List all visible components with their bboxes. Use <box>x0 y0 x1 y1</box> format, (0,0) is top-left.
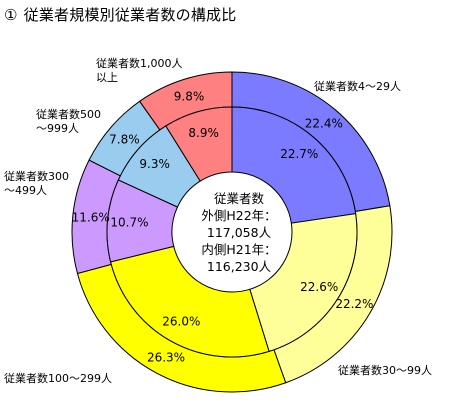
inner-label-100-299: 26.0% <box>162 315 200 329</box>
chart-title: ① 従業者規模別従業者数の構成比 <box>4 4 236 25</box>
category-label-500-999: 従業者数500 ～999人 <box>36 108 101 136</box>
inner-label-1000-plus: 8.9% <box>188 126 219 140</box>
category-label-30-99: 従業者数30～99人 <box>338 364 432 377</box>
category-label-1000-line1: 従業者数1,000人 <box>96 57 183 70</box>
category-label-4-29: 従業者数4～29人 <box>314 80 401 93</box>
inner-label-4-29: 22.7% <box>280 147 318 161</box>
inner-slice-4-29 <box>231 106 357 224</box>
center-line-1: 従業者数 <box>213 191 264 206</box>
title-number: ① <box>4 6 18 24</box>
category-label-500-line1: 従業者数500 <box>36 108 101 121</box>
category-label-300-line2: ～499人 <box>4 184 47 197</box>
inner-label-300-499: 10.7% <box>110 215 148 229</box>
category-label-1000-plus: 従業者数1,000人 以上 <box>96 57 183 85</box>
title-text: 従業者規模別従業者数の構成比 <box>23 6 237 24</box>
outer-label-500-999: 7.8% <box>109 132 140 146</box>
inner-slice-1000-plus <box>165 106 233 182</box>
center-line-2: 外側H22年： <box>201 208 277 223</box>
inner-label-30-99: 22.6% <box>300 280 338 294</box>
category-label-1000-line2: 以上 <box>96 71 118 84</box>
center-label: 従業者数 外側H22年： 117,058人 内側H21年： 116,230人 <box>184 190 294 275</box>
center-line-3: 117,058人 <box>206 225 272 240</box>
center-line-5: 116,230人 <box>206 259 272 274</box>
category-label-500-line2: ～999人 <box>36 122 79 135</box>
outer-label-1000-plus: 9.8% <box>174 90 205 104</box>
outer-label-100-299: 26.3% <box>147 351 185 365</box>
outer-label-4-29: 22.4% <box>305 117 343 131</box>
inner-slice-30-99 <box>249 213 358 353</box>
inner-slice-100-299 <box>110 245 270 358</box>
center-line-4: 内側H21年： <box>201 242 277 257</box>
inner-label-500-999: 9.3% <box>139 157 170 171</box>
category-label-300-499: 従業者数300 ～499人 <box>4 170 69 198</box>
category-label-100-299: 従業者数100～299人 <box>4 372 112 385</box>
outer-label-30-99: 22.2% <box>335 297 373 311</box>
category-label-300-line1: 従業者数300 <box>4 170 69 183</box>
outer-label-300-499: 11.6% <box>72 211 110 225</box>
